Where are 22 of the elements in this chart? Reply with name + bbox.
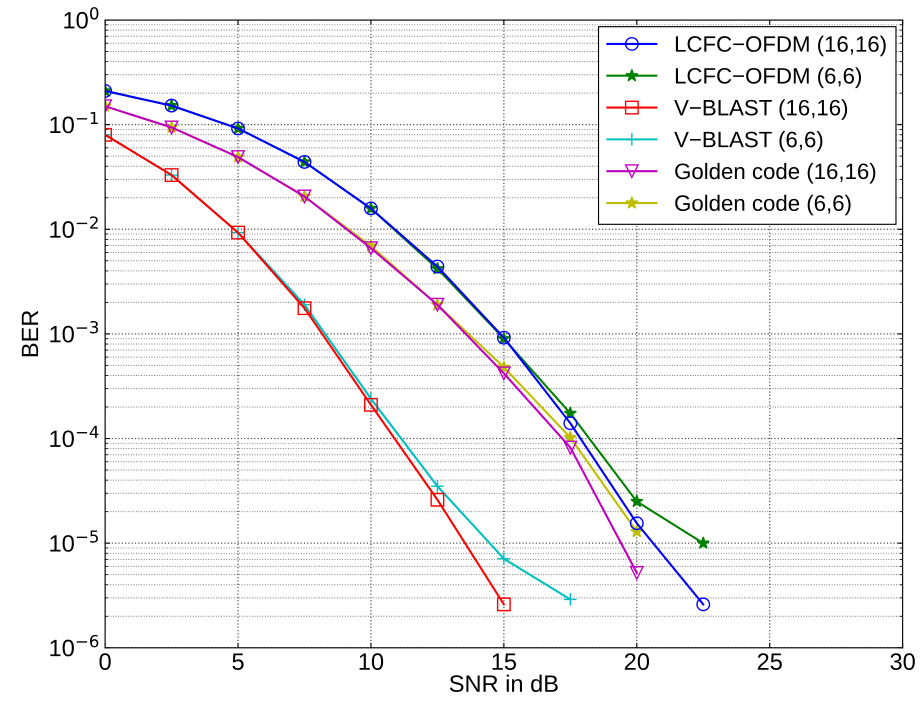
x-tick-label: 20	[624, 653, 650, 670]
x-axis-title: SNR in dB	[450, 674, 558, 692]
legend-label: LCFC−OFDM (16,16)	[676, 36, 886, 56]
y-tick-label: 10$^{−5}$	[50, 530, 98, 552]
y-tick-label: 10$^{−3}$	[50, 320, 98, 343]
y-tick-label: 10$^{−1}$	[50, 112, 98, 134]
legend-label: Golden code (6,6)	[675, 194, 851, 216]
y-tick-label: 10$^{−6}$	[50, 634, 98, 656]
legend-label: Golden code (16,16)	[675, 162, 876, 184]
x-tick-label: 10	[360, 653, 384, 670]
y-tick-label: 10$^{−2}$	[50, 216, 98, 238]
x-tick-label: 0	[99, 653, 111, 670]
legend-label: LCFC−OFDM (6,6)	[676, 67, 861, 88]
x-tick-label: 30	[890, 653, 915, 670]
y-axis-title: BER	[22, 310, 38, 356]
x-tick-label: 15	[492, 654, 516, 670]
x-tick-label: 5	[232, 654, 244, 670]
legend-label: V−BLAST (16,16)	[674, 99, 848, 120]
y-tick-label: 10$^{−4}$	[50, 426, 98, 448]
y-tick-label: 10$^{0}$	[64, 7, 98, 29]
x-tick-label: 25	[758, 653, 782, 670]
legend-label: V−BLAST (6,6)	[674, 131, 822, 152]
